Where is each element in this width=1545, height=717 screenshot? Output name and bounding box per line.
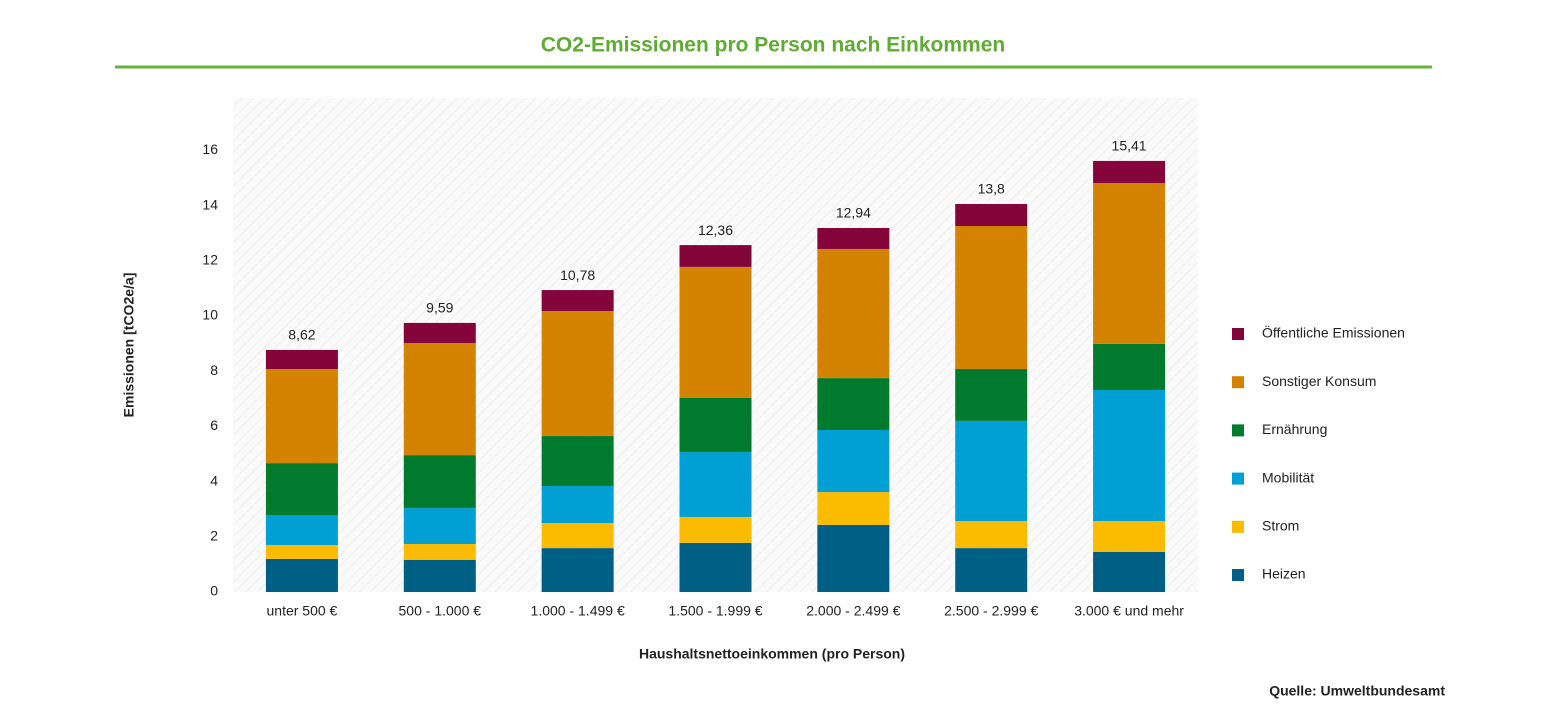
y-tick-label: 14 xyxy=(202,196,218,212)
bar-segment xyxy=(541,290,614,312)
bar-segment xyxy=(1093,183,1166,344)
bar-segment xyxy=(265,463,338,516)
bar-segment xyxy=(403,508,476,544)
bar-segment xyxy=(817,430,890,493)
y-axis-title: Emissionen [tCO2e/a] xyxy=(121,273,137,418)
bar-segment xyxy=(955,226,1028,370)
source: Quelle: Umweltbundesamt xyxy=(1269,683,1445,699)
bar-segment xyxy=(403,455,476,509)
bar-segment xyxy=(1093,521,1166,552)
y-tick-label: 6 xyxy=(210,417,218,433)
legend-swatch xyxy=(1232,472,1244,485)
x-tick-label: 2.500 - 2.999 € xyxy=(944,603,1038,619)
total-label: 8,62 xyxy=(288,327,315,343)
bar-segment xyxy=(1093,389,1166,522)
legend-label: Heizen xyxy=(1262,566,1306,582)
bar-segment xyxy=(679,516,752,543)
x-tick-label: 1.500 - 1.999 € xyxy=(668,603,762,619)
legend-swatch xyxy=(1232,520,1244,533)
legend-label: Sonstiger Konsum xyxy=(1262,373,1376,389)
bar-segment xyxy=(955,521,1028,549)
legend-label: Mobilität xyxy=(1262,469,1314,485)
bar-segment xyxy=(265,349,338,370)
bar-segment xyxy=(955,548,1028,592)
total-label: 9,59 xyxy=(426,300,453,316)
y-tick-label: 12 xyxy=(202,252,218,268)
x-tick-label: unter 500 € xyxy=(267,603,338,619)
bar-segment xyxy=(679,397,752,453)
total-label: 13,8 xyxy=(978,181,1005,197)
bar-segment xyxy=(679,542,752,592)
legend-swatch xyxy=(1232,424,1244,437)
bar-segment xyxy=(265,515,338,546)
bar-segment xyxy=(817,378,890,431)
x-axis-title: Haushaltsnettoeinkommen (pro Person) xyxy=(639,646,905,662)
legend-label: Strom xyxy=(1262,518,1299,534)
bar-segment xyxy=(541,436,614,487)
total-label: 10,78 xyxy=(560,267,595,283)
bar-segment xyxy=(955,420,1028,522)
bar-segment xyxy=(679,452,752,517)
legend-swatch xyxy=(1232,376,1244,389)
bar-segment xyxy=(817,227,890,249)
total-label: 12,94 xyxy=(836,205,871,221)
legend-swatch xyxy=(1232,569,1244,581)
bar-segment xyxy=(817,492,890,525)
y-tick-label: 16 xyxy=(202,141,218,157)
bar-segment xyxy=(403,543,476,560)
y-tick-label: 10 xyxy=(202,307,218,323)
bar-segment xyxy=(679,245,752,267)
y-tick-label: 8 xyxy=(210,362,218,378)
total-label: 15,41 xyxy=(1112,138,1147,154)
bar-segment xyxy=(1093,343,1166,390)
x-tick-label: 500 - 1.000 € xyxy=(399,603,482,619)
x-tick-label: 1.000 - 1.499 € xyxy=(531,603,625,619)
chart-title: CO2-Emissionen pro Person nach Einkommen xyxy=(541,34,1005,57)
bar-segment xyxy=(1093,551,1166,592)
bar-segment xyxy=(265,369,338,464)
legend-label: Öffentliche Emissionen xyxy=(1262,324,1405,341)
bar-segment xyxy=(265,545,338,559)
bar-segment xyxy=(541,548,614,592)
bar-segment xyxy=(679,266,752,398)
bar-segment xyxy=(541,486,614,524)
bar-segment xyxy=(541,523,614,549)
bar-segment xyxy=(403,559,476,592)
bar-segment xyxy=(1093,160,1166,184)
bar-segment xyxy=(403,322,476,344)
bar-segment xyxy=(817,524,890,592)
legend-label: Ernährung xyxy=(1262,421,1327,437)
bar-segment xyxy=(955,369,1028,421)
y-tick-label: 0 xyxy=(210,583,218,599)
bar-segment xyxy=(403,343,476,456)
y-tick-label: 4 xyxy=(210,472,218,488)
y-tick-label: 2 xyxy=(210,528,218,544)
bar-segment xyxy=(955,203,1028,227)
bar-segment xyxy=(541,311,614,437)
x-tick-label: 2.000 - 2.499 € xyxy=(806,603,900,619)
x-tick-label: 3.000 € und mehr xyxy=(1074,603,1184,619)
bar-segment xyxy=(265,558,338,592)
legend-swatch xyxy=(1232,328,1244,340)
total-label: 12,36 xyxy=(698,222,733,238)
bar-segment xyxy=(817,248,890,379)
